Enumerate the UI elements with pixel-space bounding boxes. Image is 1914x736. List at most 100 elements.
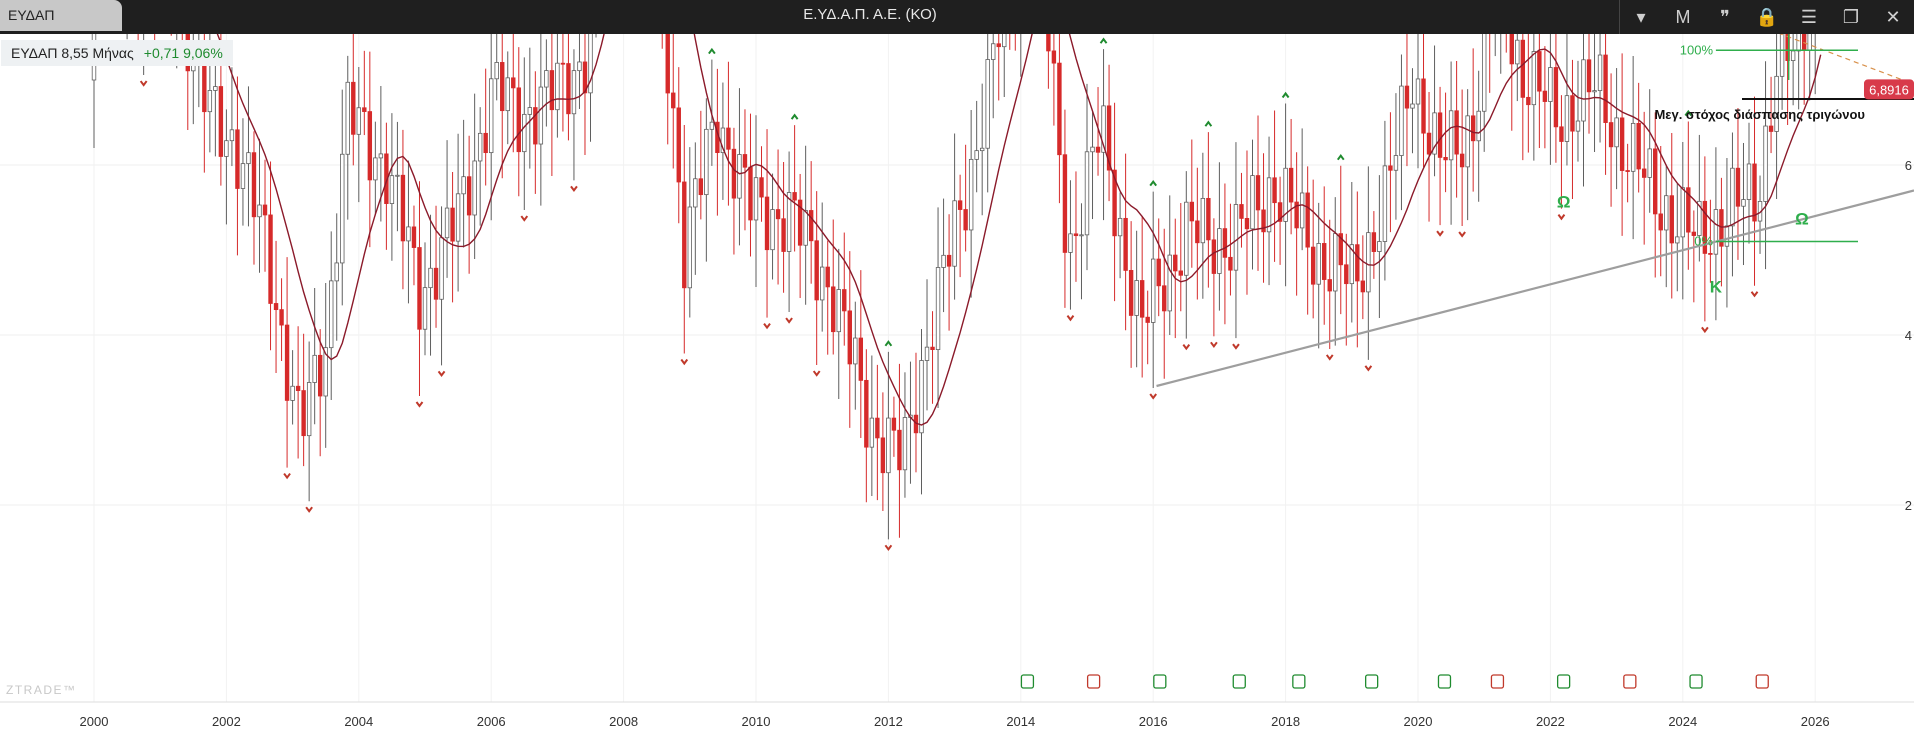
candle-body — [290, 385, 295, 401]
candle-body — [1625, 170, 1630, 172]
candle-body — [886, 417, 891, 474]
candle-body — [312, 354, 317, 383]
fractal-down-marker — [1232, 343, 1240, 350]
candle-body — [1741, 199, 1746, 207]
candle-body — [356, 107, 361, 135]
window-controls: ▾ M ❞ 🔒 ☰ ❐ ✕ — [1619, 0, 1914, 34]
x-tick-label: 2008 — [609, 714, 638, 729]
candle-body — [1228, 256, 1233, 271]
event-marker — [1755, 674, 1769, 689]
y-tick-label: 6 — [1905, 158, 1912, 173]
fractal-down-marker — [570, 185, 578, 193]
restore-icon[interactable]: ❐ — [1842, 6, 1860, 27]
candle-body — [246, 152, 251, 165]
event-marker — [1232, 674, 1246, 689]
candle-body — [825, 266, 830, 288]
x-tick-label: 2024 — [1668, 714, 1697, 729]
candle-body — [362, 107, 367, 112]
candle-body — [560, 62, 566, 65]
candle-body — [522, 113, 527, 153]
candle-body — [797, 199, 803, 246]
fractal-up-marker — [708, 47, 716, 55]
candle-body — [1338, 233, 1343, 266]
candle-body — [687, 206, 692, 289]
candle-body — [1344, 264, 1349, 285]
candle-body — [1333, 233, 1338, 292]
candle-body — [1079, 234, 1084, 237]
fractal-down-marker — [785, 317, 793, 324]
candle-body — [1366, 232, 1371, 293]
candle-body — [351, 81, 356, 135]
candle-body — [1592, 90, 1597, 93]
candle-body — [1410, 103, 1415, 109]
candle-body — [1184, 201, 1189, 276]
candle-body — [1713, 209, 1719, 255]
fractal-down-marker — [1701, 326, 1709, 334]
x-tick-label: 2004 — [344, 714, 373, 729]
candle-body — [1779, 34, 1785, 77]
candle-body — [720, 127, 726, 154]
candle-body — [1432, 112, 1437, 155]
target-level-pct: 100% — [1680, 42, 1714, 57]
candle-body — [1145, 316, 1150, 323]
menu-icon[interactable]: ☰ — [1800, 6, 1818, 27]
price-chart[interactable]: 2468101214200020022004200620082010201220… — [0, 34, 1914, 736]
event-marker — [1153, 674, 1167, 689]
candle-body — [676, 107, 681, 183]
candle-body — [224, 140, 229, 157]
candle-body — [1790, 50, 1796, 61]
moving-average-line — [216, 34, 1822, 426]
fractal-down-marker — [415, 401, 424, 408]
candle-body — [588, 34, 593, 94]
event-marker — [1623, 674, 1637, 689]
dropdown-icon[interactable]: ▾ — [1619, 0, 1662, 34]
candle-body — [1614, 117, 1619, 148]
candle-body — [511, 77, 516, 89]
candle-body — [483, 132, 488, 154]
symbol-tab[interactable]: ΕΥΔΑΠ — [0, 0, 122, 31]
candle-body — [1526, 96, 1531, 106]
x-tick-label: 2018 — [1271, 714, 1300, 729]
candle-body — [952, 200, 957, 267]
candle-body — [709, 121, 715, 130]
candle-body — [433, 267, 439, 300]
candle-body — [273, 303, 279, 311]
candle-body — [731, 148, 737, 199]
ma-value-tag-bg — [1864, 79, 1914, 100]
candle-body — [820, 266, 825, 301]
fractal-up-marker — [1149, 179, 1157, 187]
x-tick-label: 2026 — [1801, 714, 1830, 729]
candle-body — [1371, 232, 1377, 252]
candle-body — [1421, 78, 1426, 134]
candle-body — [494, 62, 499, 80]
candle-body — [974, 150, 979, 160]
candle-body — [500, 62, 505, 112]
candle-body — [1531, 51, 1537, 106]
candle-body — [996, 43, 1001, 48]
fractal-down-marker — [283, 472, 291, 480]
candle-body — [935, 267, 941, 351]
candle-body — [1426, 132, 1432, 155]
candle-body — [847, 310, 852, 365]
lock-icon[interactable]: 🔒 — [1755, 6, 1779, 27]
close-icon[interactable]: ✕ — [1885, 6, 1901, 27]
candle-body — [880, 437, 886, 474]
candle-body — [1195, 220, 1200, 244]
candle-body — [726, 127, 731, 150]
candle-body — [1570, 95, 1575, 132]
candle-body — [411, 226, 417, 248]
event-marker — [1020, 674, 1035, 689]
candle-body — [1476, 110, 1481, 142]
candle-body — [1448, 110, 1454, 161]
breakout-target-note: Μεγ. στόχος διάσπασης τριγώνου — [1654, 107, 1865, 122]
candle-body — [268, 214, 273, 304]
candle-body — [1752, 163, 1757, 222]
candle-body — [1305, 192, 1310, 248]
fractal-down-marker — [1182, 344, 1191, 351]
fractal-down-marker — [1458, 231, 1466, 238]
m-button[interactable]: M — [1675, 6, 1691, 27]
watermark: ZTRADE™ — [6, 683, 77, 697]
candle-body — [1515, 39, 1520, 65]
candle-body — [1244, 218, 1250, 230]
quote-icon[interactable]: ❞ — [1720, 6, 1730, 27]
